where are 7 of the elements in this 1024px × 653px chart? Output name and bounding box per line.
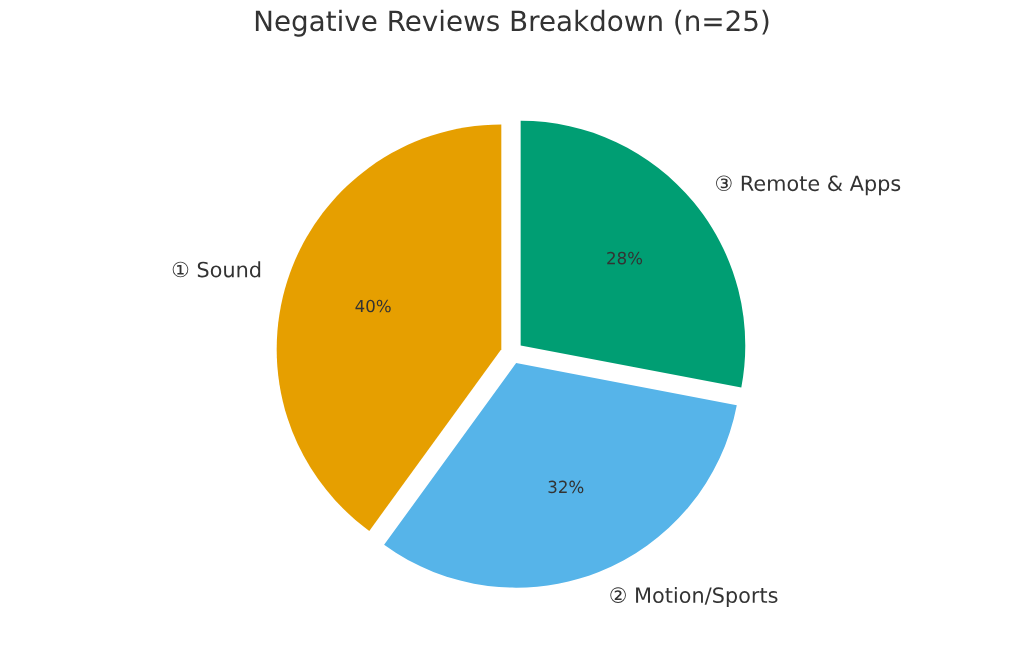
slice-label: ③ Remote & Apps	[716, 175, 901, 196]
slice-label: ① Sound	[172, 261, 261, 278]
data-label: 40%	[355, 299, 391, 313]
chart-title: Negative Reviews Breakdown (n=25)	[255, 9, 769, 37]
slice-label: ② Motion/Sports	[610, 586, 778, 608]
data-label: 32%	[548, 480, 584, 494]
data-label: 28%	[607, 251, 643, 265]
